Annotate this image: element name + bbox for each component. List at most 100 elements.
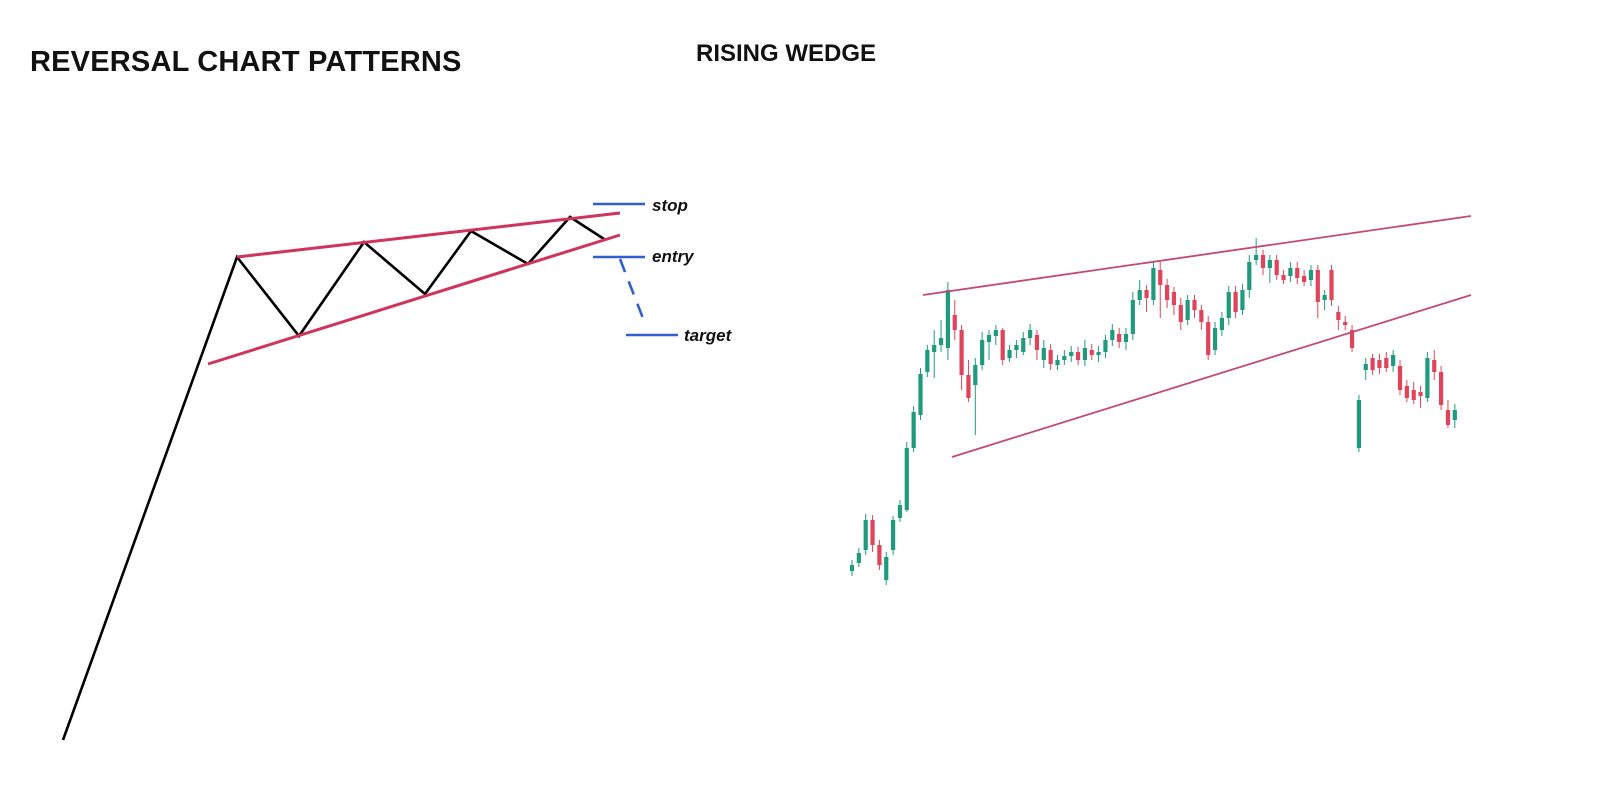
candle-body [1007,350,1012,358]
candle-body [1089,350,1094,355]
candle-body [1048,350,1053,364]
candle-body [986,335,992,342]
candle-body [1452,410,1457,420]
candle-body [1069,352,1074,356]
candle-body [1315,270,1320,302]
dashed-arrow-icon [618,258,648,327]
price-path-line [61,215,605,741]
candle-body [1144,290,1149,298]
candle-body [1096,352,1101,355]
candle-body [1062,356,1067,360]
candle-body [1254,255,1259,260]
candle-body [1206,322,1211,355]
candle-body [1158,270,1163,285]
candle-body [932,345,937,352]
candle-body [1014,345,1019,350]
candle-body [1165,285,1170,300]
candle-body [925,350,930,372]
candle-body [945,290,950,348]
candle-body [1356,400,1361,448]
candle-body [1110,330,1115,340]
candle-body [1404,386,1409,398]
candle-body [1103,340,1108,352]
candle-body [1377,360,1382,368]
candle-body [884,557,889,580]
candle-body [1260,255,1266,268]
candle-body [1322,295,1327,300]
candle-body [1000,330,1005,360]
candle-body [1226,292,1231,318]
candle-body [1034,335,1040,350]
entry-label: entry [652,247,695,266]
candle-body [1329,270,1334,300]
candle-body [1151,268,1156,300]
candle-body [897,505,903,518]
wedge-schematic-diagram: stop entry target [61,196,733,741]
candle-body [1041,348,1046,360]
chart-upper-wedge-line [922,215,1472,296]
candle-body [1021,338,1026,352]
stop-label: stop [652,196,688,215]
candle-body [1219,318,1224,330]
candle-body [1123,334,1129,342]
candle-body [856,553,861,563]
candle-body [1411,390,1416,400]
candle-body [1425,358,1430,398]
candle-body [1199,310,1204,322]
candle-body [1028,330,1033,338]
candle-body [1117,334,1122,342]
candle-body [1302,276,1307,282]
candle-body [891,520,896,550]
candle-body [1370,358,1375,370]
page-title: REVERSAL CHART PATTERNS [30,46,462,78]
candle-body [1391,355,1396,366]
candle-body [1281,275,1286,280]
candle-body [1363,364,1368,370]
candle-body [1267,260,1272,268]
candle-body [1445,410,1451,425]
candle-body [849,565,855,571]
candle-body [1397,366,1403,390]
candle-body [1185,300,1190,320]
candle-body [1288,268,1293,276]
candle-body [1212,328,1218,350]
candle-body [1274,260,1279,275]
candle-body [966,375,971,398]
candle-body [1240,290,1245,310]
candle-body [973,365,978,385]
candle-body [1384,358,1389,368]
candle-body [918,374,923,415]
candle-body [911,412,916,448]
candle-body [1178,305,1183,322]
candle-body [870,520,875,545]
candle-body [959,330,964,375]
candle-body [877,545,882,565]
candle-body [1055,360,1060,365]
candle-body [1439,372,1444,405]
candle-body [1247,262,1252,290]
candle-body [904,448,909,510]
candle-body [1418,392,1423,396]
target-label: target [684,326,733,345]
candle-body [952,315,957,330]
candle-body [1082,348,1087,360]
candle-body [938,338,944,345]
candle-body [1192,300,1197,310]
candle-body [1336,312,1341,320]
candle-body [1349,330,1355,348]
candle-body [1343,322,1348,325]
candle-body [1432,360,1437,372]
candle-body [1130,300,1135,334]
candle-body [980,340,985,365]
candle-body [1233,292,1238,312]
candle-body [1075,352,1081,360]
candle-body [1308,270,1314,280]
lower-wedge-line [207,233,621,366]
candle-body [863,520,868,550]
candle-body [1295,268,1300,278]
candle-body [993,330,998,336]
candle-body [1137,290,1142,300]
upper-wedge-line [236,211,621,259]
pattern-title: RISING WEDGE [696,40,877,67]
